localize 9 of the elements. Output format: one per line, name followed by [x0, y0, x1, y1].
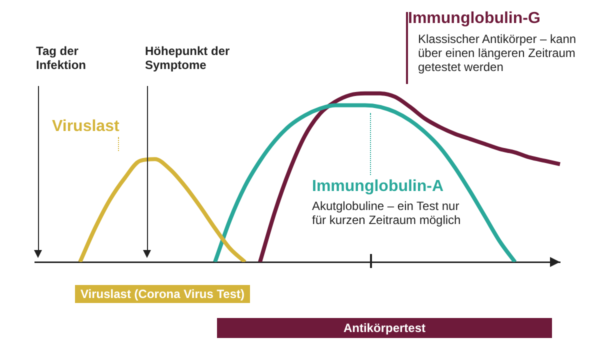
annotation: Akutglobuline – ein Test nur für kurzen Zeitraum möglich	[312, 199, 462, 227]
text: Viruslast (Corona Virus Test)	[75, 285, 250, 303]
text: Immunglobulin-G	[408, 10, 540, 28]
text: Viruslast	[52, 118, 120, 136]
text: Klassischer Antikörper – kann über einen längeren Zeitraum getestet werden	[418, 32, 578, 74]
text: Antikörpertest	[217, 318, 552, 338]
text: Höhepunkt der Symptome	[145, 44, 231, 72]
series-label: Immunglobulin-A	[312, 178, 444, 196]
text: Tag der Infektion	[36, 44, 87, 72]
